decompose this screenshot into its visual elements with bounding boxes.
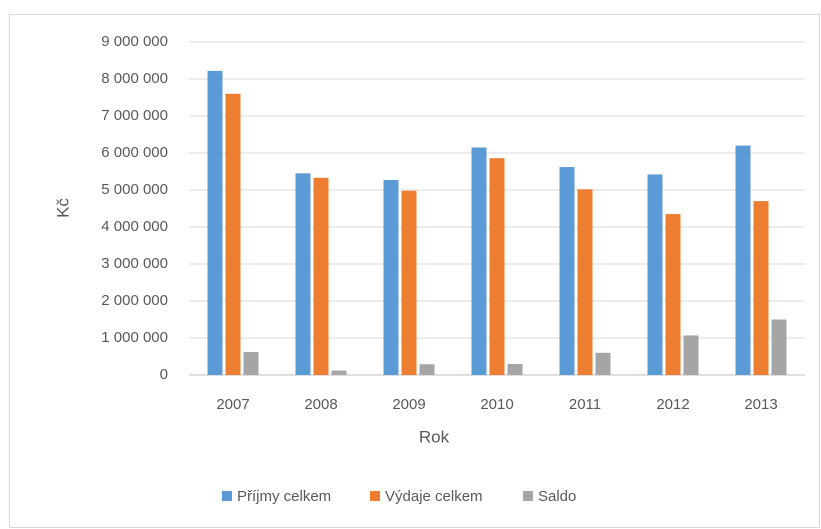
x-tick-label: 2009: [392, 396, 425, 413]
bar: [735, 145, 751, 375]
bar: [595, 352, 611, 375]
y-tick-label: 0: [160, 366, 168, 383]
legend-label: Příjmy celkem: [237, 488, 331, 505]
y-tick-label: 9 000 000: [101, 33, 168, 50]
y-tick-label: 4 000 000: [101, 218, 168, 235]
x-tick-label: 2007: [216, 396, 249, 413]
bar: [577, 189, 593, 375]
bar: [313, 177, 329, 375]
bar: [207, 70, 223, 376]
legend-swatch: [370, 491, 380, 501]
bar: [243, 352, 259, 375]
bar: [401, 190, 417, 375]
y-tick-label: 6 000 000: [101, 144, 168, 161]
legend-swatch: [222, 491, 232, 501]
y-tick-label: 7 000 000: [101, 107, 168, 124]
x-tick-label: 2010: [480, 396, 513, 413]
y-axis-title: Kč: [53, 198, 72, 218]
bar: [225, 93, 241, 376]
x-tick-label: 2008: [304, 396, 337, 413]
bar: [507, 363, 523, 375]
y-tick-label: 5 000 000: [101, 181, 168, 198]
bar: [647, 174, 663, 375]
x-tick-label: 2013: [744, 396, 777, 413]
y-tick-label: 8 000 000: [101, 70, 168, 87]
bar: [771, 319, 787, 375]
bar: [383, 180, 399, 375]
bar: [559, 167, 575, 375]
bar: [489, 158, 505, 375]
bar: [471, 147, 487, 375]
bar: [295, 173, 311, 375]
bar: [419, 364, 435, 375]
bar: [683, 335, 699, 375]
bar: [753, 201, 769, 375]
x-tick-label: 2011: [569, 396, 601, 413]
y-tick-label: 2 000 000: [101, 292, 168, 309]
x-axis-title: Rok: [419, 427, 450, 446]
x-tick-label: 2012: [656, 396, 689, 413]
legend-swatch: [523, 491, 533, 501]
y-tick-label: 1 000 000: [101, 329, 168, 346]
y-tick-label: 3 000 000: [101, 255, 168, 272]
bar: [331, 370, 347, 375]
bar: [665, 214, 681, 375]
legend-label: Výdaje celkem: [385, 488, 483, 505]
legend-label: Saldo: [538, 488, 576, 505]
